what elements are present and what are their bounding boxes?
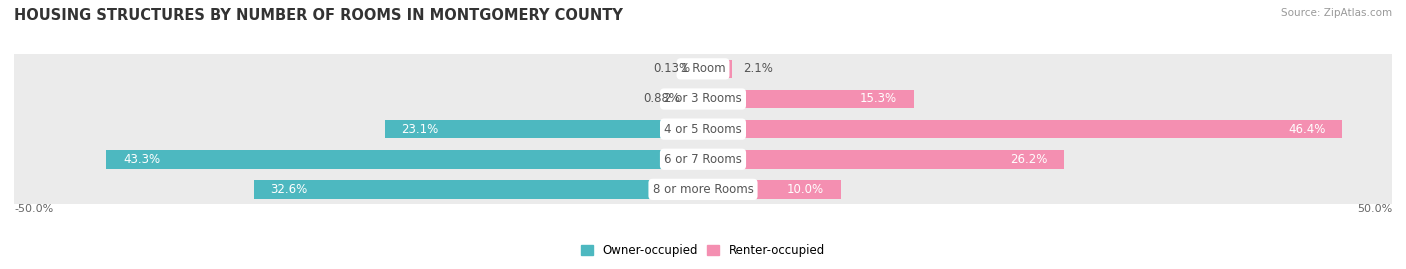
- Text: 50.0%: 50.0%: [1357, 204, 1392, 214]
- Text: 2 or 3 Rooms: 2 or 3 Rooms: [664, 93, 742, 105]
- Text: 1 Room: 1 Room: [681, 62, 725, 75]
- Bar: [703, 150, 1064, 169]
- Text: 8 or more Rooms: 8 or more Rooms: [652, 183, 754, 196]
- Text: 43.3%: 43.3%: [122, 153, 160, 166]
- Bar: [385, 120, 703, 139]
- Bar: [690, 90, 703, 108]
- Text: 10.0%: 10.0%: [787, 183, 824, 196]
- Text: 4 or 5 Rooms: 4 or 5 Rooms: [664, 123, 742, 136]
- Bar: [14, 144, 1392, 174]
- Bar: [14, 174, 1392, 204]
- Text: 23.1%: 23.1%: [401, 123, 439, 136]
- Text: 32.6%: 32.6%: [270, 183, 308, 196]
- Text: 6 or 7 Rooms: 6 or 7 Rooms: [664, 153, 742, 166]
- Bar: [703, 120, 1343, 139]
- Text: 2.1%: 2.1%: [742, 62, 773, 75]
- Text: 0.88%: 0.88%: [643, 93, 681, 105]
- Text: HOUSING STRUCTURES BY NUMBER OF ROOMS IN MONTGOMERY COUNTY: HOUSING STRUCTURES BY NUMBER OF ROOMS IN…: [14, 8, 623, 23]
- Bar: [14, 114, 1392, 144]
- Bar: [14, 84, 1392, 114]
- Text: 15.3%: 15.3%: [860, 93, 897, 105]
- Bar: [703, 59, 733, 78]
- Bar: [107, 150, 703, 169]
- Text: -50.0%: -50.0%: [14, 204, 53, 214]
- Text: 0.13%: 0.13%: [652, 62, 690, 75]
- Legend: Owner-occupied, Renter-occupied: Owner-occupied, Renter-occupied: [576, 239, 830, 262]
- Bar: [703, 180, 841, 199]
- Text: 46.4%: 46.4%: [1288, 123, 1326, 136]
- Bar: [702, 59, 703, 78]
- Text: 26.2%: 26.2%: [1010, 153, 1047, 166]
- Bar: [14, 54, 1392, 84]
- Text: Source: ZipAtlas.com: Source: ZipAtlas.com: [1281, 8, 1392, 18]
- Bar: [703, 90, 914, 108]
- Bar: [254, 180, 703, 199]
